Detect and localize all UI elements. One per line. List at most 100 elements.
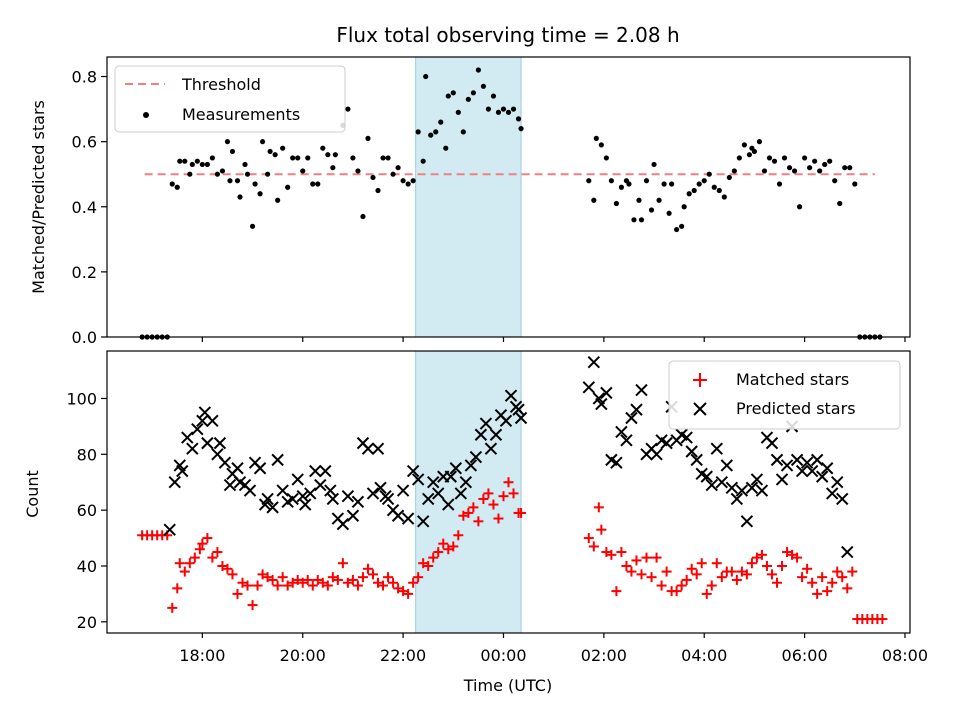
matched-star-point [438,538,449,549]
matched-star-point [601,547,612,558]
predicted-star-point [705,478,718,492]
matched-star-point [362,563,373,574]
predicted-star-point [660,436,673,450]
predicted-star-point [276,484,289,497]
predicted-star-point [484,442,498,455]
predicted-star-point [341,489,355,503]
matched-star-point [636,569,647,580]
matched-star-point [352,580,363,591]
predicted-star-point [745,481,759,495]
measurement-point [390,171,396,177]
predicted-star-point [416,515,430,528]
predicted-star-point [432,487,445,500]
matched-star-point [596,524,607,535]
matched-star-point [626,566,637,577]
predicted-star-point [319,464,332,478]
matched-star-point [842,583,853,594]
predicted-star-point [775,473,789,486]
predicted-star-point [381,492,395,506]
matched-star-point [588,541,599,552]
matched-star-point [378,580,389,591]
predicted-star-point [411,473,425,486]
predicted-star-point [735,484,749,497]
matched-star-point [676,580,687,591]
predicted-star-point [346,509,360,522]
matched-star-point [746,558,757,569]
matched-star-point [631,555,642,566]
predicted-star-point [314,478,327,492]
measurement-point [608,178,614,184]
matched-star-point [478,493,489,504]
measurement-point [706,171,712,177]
measurement-point [591,197,597,203]
matched-star-point [822,586,833,597]
measurement-point [475,67,481,73]
measurement-point [766,155,773,161]
predicted-star-point [371,442,385,455]
matched-star-point [227,569,238,580]
predicted-star-point [836,492,849,506]
legend-matched-swatch [693,373,707,387]
measurement-point [187,171,193,177]
measurement-point [428,132,434,138]
predicted-star-point [459,476,473,489]
measurement-point [370,174,376,181]
matched-star-point [772,577,783,588]
matched-star-point [207,552,218,563]
measurement-point [350,155,356,161]
measurement-point [618,184,625,190]
measurement-point [837,200,843,207]
measurement-point [219,168,226,174]
x-axis-label: Time (UTC) [463,676,552,695]
predicted-star-point [286,492,299,506]
matched-star-point [297,577,308,588]
matched-star-point [508,488,519,499]
measurement-point [731,168,737,174]
predicted-star-point [469,450,483,464]
matched-star-point [847,566,858,577]
predicted-star-point [489,428,503,441]
measurement-point [332,152,338,158]
measurement-point [415,129,421,135]
matched-star-point [498,491,509,502]
bottom-legend: Matched stars Predicted stars [668,360,901,430]
matched-star-point [287,577,298,588]
predicted-star-point [750,473,764,486]
measurement-point [182,158,188,164]
measurement-point [643,178,650,184]
predicted-stars-points [163,355,854,559]
predicted-star-point [740,515,754,528]
predicted-star-point [795,464,809,478]
predicted-star-point [163,523,176,536]
measurement-point [460,129,466,135]
matched-star-point [212,547,223,558]
matched-star-point [172,583,183,594]
predicted-star-point [218,456,232,469]
measurement-point [636,197,642,203]
predicted-star-point [815,470,829,483]
measurement-point [827,158,833,164]
measurement-point [330,165,336,171]
matched-star-point [651,552,662,563]
matched-star-point [423,560,434,571]
predicted-star-point [361,442,375,455]
matched-star-point [403,588,414,599]
matched-star-point [202,533,213,544]
predicted-star-point [800,456,814,469]
predicted-star-point [176,464,189,478]
matched-star-point [671,586,682,597]
predicted-star-point [610,456,623,469]
predicted-star-point [304,487,317,500]
predicted-star-point [266,501,279,514]
measurement-point [638,217,645,223]
matched-star-point [468,502,479,513]
measurement-point [465,96,471,102]
matched-star-point [696,558,707,569]
matched-star-point [691,569,702,580]
matched-star-point [812,588,823,599]
predicted-star-point [401,512,415,525]
matched-star-point [237,577,248,588]
measurement-point [310,181,316,187]
predicted-star-point [291,473,304,486]
